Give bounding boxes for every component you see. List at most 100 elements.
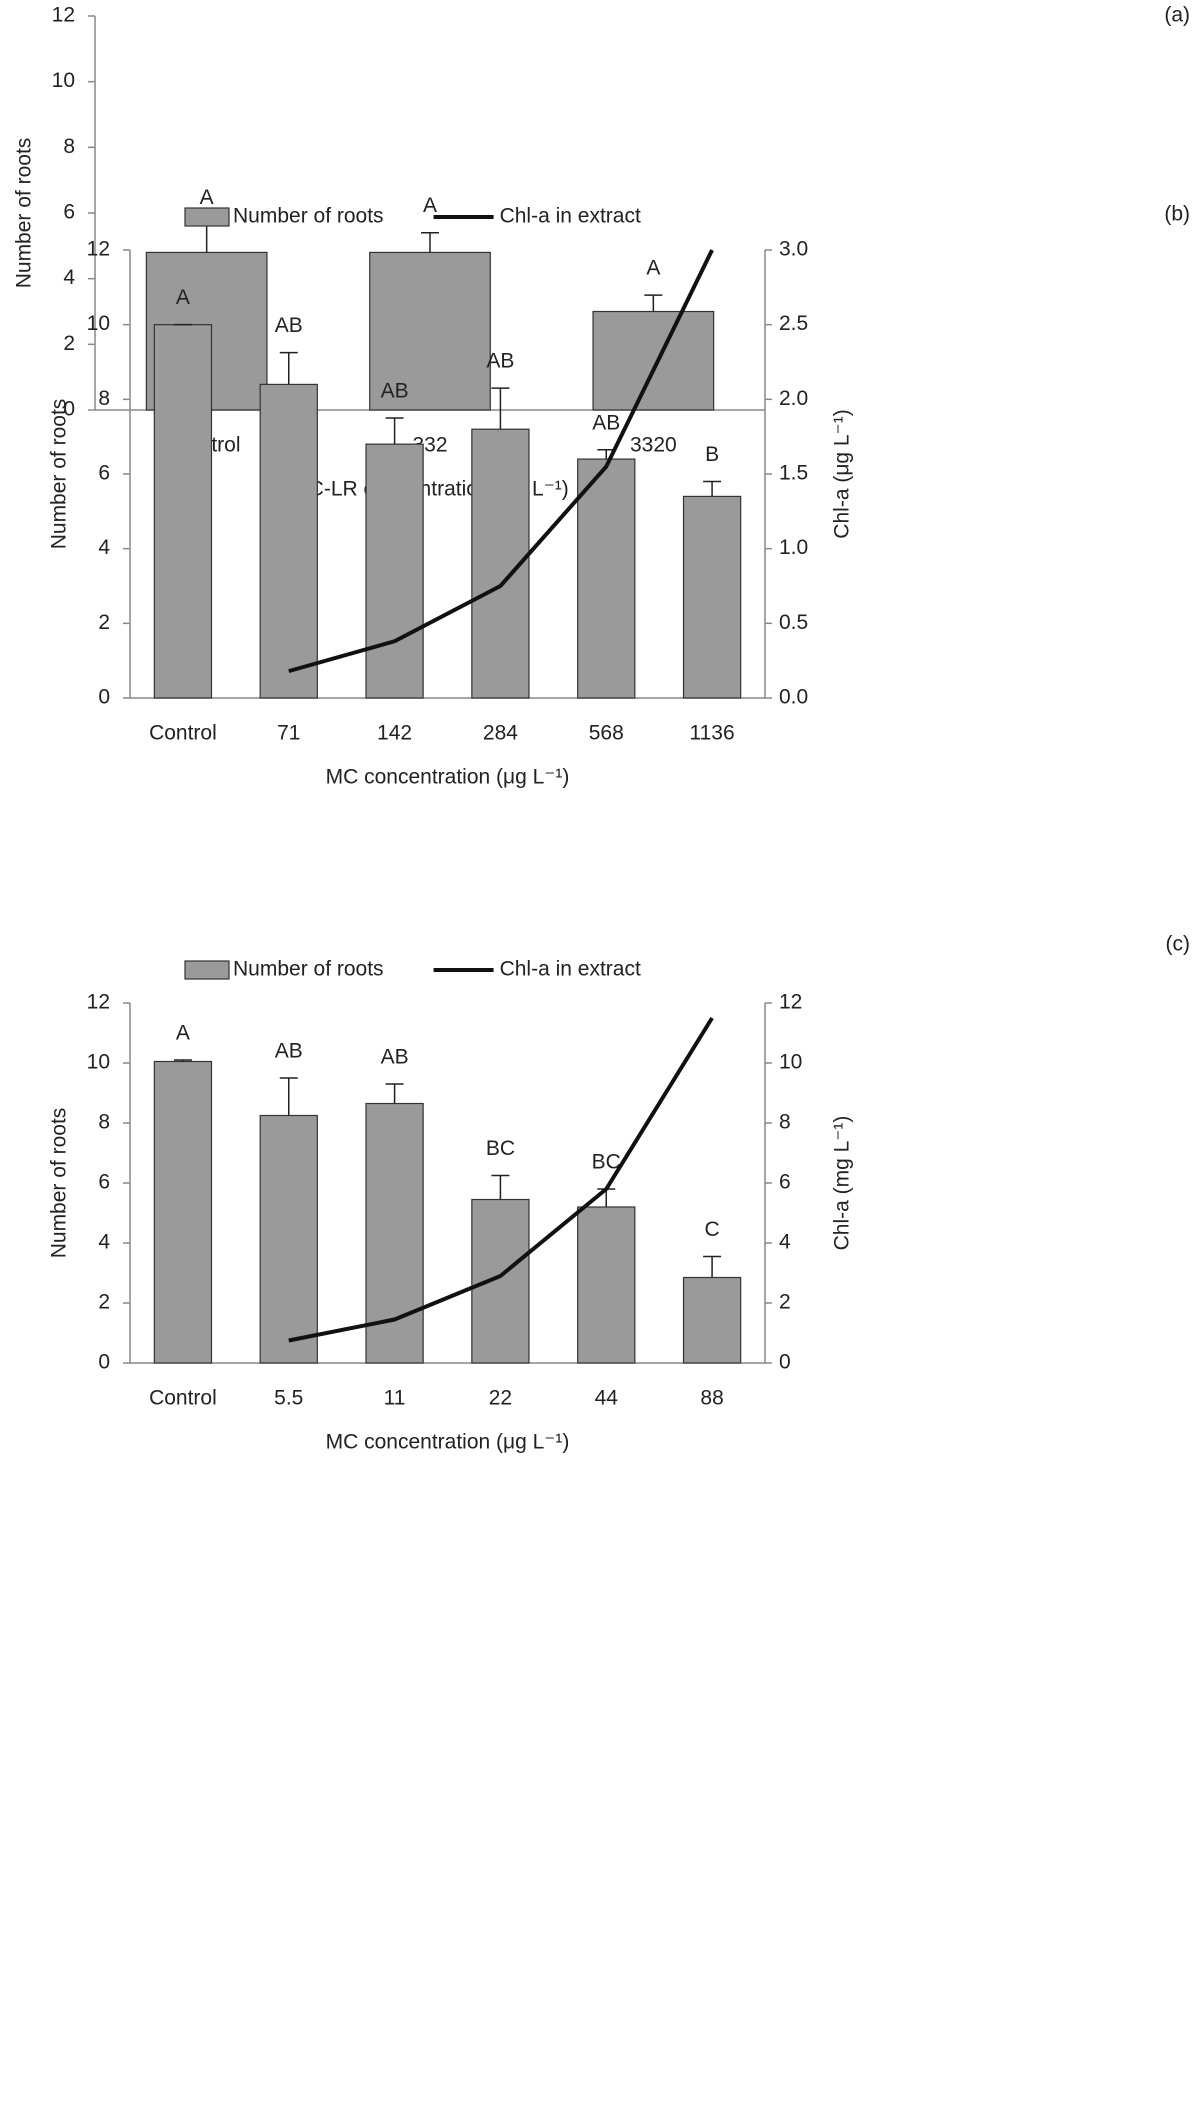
y-axis-label: Number of roots: [48, 399, 71, 550]
y-tick-label: 8: [98, 387, 110, 410]
bar: [592, 310, 715, 411]
x-tick-label: 71: [277, 722, 300, 745]
y2-axis-label: Chl-a (mg L⁻¹): [831, 1116, 854, 1251]
y2-tick-label: 10: [779, 1051, 802, 1074]
error-bar: [279, 351, 298, 385]
x-tick-label: 88: [700, 1387, 723, 1410]
x-tick-label: 284: [483, 722, 518, 745]
significance-letter: A: [200, 186, 214, 209]
y2-tick-label: 4: [779, 1231, 791, 1254]
bar: [153, 324, 213, 699]
legend-label: Number of roots: [233, 205, 384, 228]
legend-label: Chl-a in extract: [500, 205, 641, 228]
error-bar: [279, 1077, 298, 1116]
error-bar: [703, 480, 722, 497]
y2-tick-label: 2: [779, 1291, 791, 1314]
y-tick-label: 4: [98, 536, 110, 559]
error-bar: [491, 1174, 510, 1200]
bar: [577, 1206, 636, 1364]
x-tick-label: 44: [595, 1387, 619, 1410]
y-axis-label: Number of roots: [48, 1108, 71, 1259]
x-tick-label: Control: [149, 1387, 217, 1410]
x-tick-label: 5.5: [274, 1387, 303, 1410]
significance-letter: AB: [486, 350, 514, 373]
y-tick-label: 6: [98, 1171, 110, 1194]
y2-tick-label: 8: [779, 1111, 791, 1134]
significance-letter: BC: [486, 1137, 515, 1160]
y-tick-label: 8: [98, 1111, 110, 1134]
y2-tick-label: 1.5: [779, 462, 808, 485]
legend-label: Number of roots: [233, 958, 384, 981]
y-tick-label: 10: [87, 312, 110, 335]
bar: [153, 1060, 213, 1364]
bar: [369, 251, 491, 411]
y2-tick-label: 12: [779, 991, 802, 1014]
error-bar: [197, 223, 216, 253]
y-tick-label: 6: [63, 201, 75, 224]
panel-label: (c): [1166, 933, 1191, 956]
y-axis-label: Number of roots: [13, 138, 36, 289]
y-tick-label: 12: [52, 4, 75, 27]
significance-letter: AB: [592, 411, 620, 434]
panel-label: (a): [1164, 4, 1190, 27]
x-tick-label: 11: [384, 1387, 406, 1410]
x-tick-label: Control: [149, 722, 217, 745]
significance-letter: BC: [592, 1151, 621, 1174]
significance-letter: AB: [275, 1040, 303, 1063]
x-tick-label: 3320: [630, 434, 677, 457]
chart-panel: (b) 0 2 4 6 8 10 12 0.0 0.5 1.0 1.5 2.0 2.5 3.0 Number …: [48, 203, 1190, 789]
y-tick-label: 2: [98, 1291, 110, 1314]
y2-tick-label: 2.0: [779, 387, 808, 410]
x-tick-label: 568: [589, 722, 624, 745]
significance-letter: A: [646, 257, 660, 280]
y-tick-label: 10: [87, 1051, 110, 1074]
significance-letter: A: [176, 286, 190, 309]
bar: [259, 1114, 318, 1364]
x-axis-label: MC concentration (μg L⁻¹): [326, 1431, 570, 1454]
error-bar: [644, 294, 663, 312]
x-axis-label: MC concentration (μg L⁻¹): [326, 766, 570, 789]
significance-letter: A: [176, 1022, 190, 1045]
y-tick-label: 12: [87, 238, 110, 261]
y-tick-label: 10: [52, 69, 75, 92]
bar: [365, 443, 424, 699]
bar: [682, 1276, 742, 1364]
legend-label: Chl-a in extract: [500, 958, 641, 981]
y-tick-label: 2: [63, 332, 75, 355]
bar: [471, 1198, 530, 1364]
significance-letter: B: [705, 443, 719, 466]
y-tick-label: 6: [98, 462, 110, 485]
y-tick-label: 4: [63, 266, 75, 289]
error-bar: [703, 1255, 722, 1278]
x-tick-label: 142: [377, 722, 412, 745]
line-series: [288, 249, 714, 674]
y2-tick-label: 0: [779, 1351, 791, 1374]
x-tick-label: 22: [489, 1387, 512, 1410]
error-bar: [421, 231, 439, 253]
significance-letter: AB: [381, 1046, 409, 1069]
y2-tick-label: 6: [779, 1171, 791, 1194]
significance-letter: AB: [275, 314, 303, 337]
bar: [682, 495, 742, 699]
y2-tick-label: 0.0: [779, 686, 808, 709]
y-tick-label: 0: [98, 1351, 110, 1374]
y-tick-label: 2: [98, 611, 110, 634]
error-bar: [385, 1083, 404, 1104]
error-bar: [173, 1059, 192, 1062]
error-bar: [491, 387, 510, 430]
legend-swatch: [184, 960, 230, 980]
y2-tick-label: 3.0: [779, 238, 808, 261]
line-series: [288, 1016, 714, 1343]
error-bar: [385, 417, 404, 445]
y-tick-label: 0: [98, 686, 110, 709]
legend-swatch: [184, 207, 230, 227]
y2-tick-label: 2.5: [779, 312, 808, 335]
significance-letter: AB: [381, 380, 409, 403]
panel-label: (b): [1164, 203, 1190, 226]
significance-letter: A: [423, 194, 437, 217]
y2-tick-label: 1.0: [779, 536, 808, 559]
y2-axis-label: Chl-a (μg L⁻¹): [831, 409, 854, 538]
x-tick-label: 1136: [689, 722, 734, 745]
